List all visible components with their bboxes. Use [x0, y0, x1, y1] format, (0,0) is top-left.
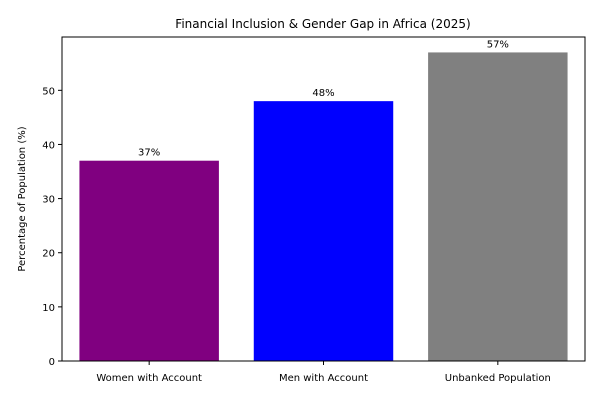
- bar-3: [428, 52, 568, 362]
- bar-value-label: 48%: [312, 88, 334, 99]
- y-axis-ticks: 0 10 20 30 40 50: [42, 86, 62, 368]
- y-tick-label: 10: [42, 303, 55, 314]
- bar-group: [79, 52, 568, 362]
- y-tick-label: 50: [42, 86, 55, 97]
- x-tick-label: Unbanked Population: [445, 373, 551, 384]
- y-tick-label: 0: [49, 357, 55, 368]
- y-tick-label: 20: [42, 249, 55, 260]
- plot-area-frame: [61, 36, 586, 362]
- chart-title: Financial Inclusion & Gender Gap in Afri…: [175, 17, 470, 31]
- bar-value-label: 37%: [138, 148, 160, 159]
- x-axis-ticks: Women with Account Men with Account Unbank…: [96, 361, 551, 384]
- bar-value-label: 57%: [487, 39, 509, 50]
- y-tick-label: 30: [42, 195, 55, 206]
- bar-1: [79, 160, 219, 361]
- data-label-group: 37% 48% 57%: [138, 39, 509, 158]
- x-tick-label: Men with Account: [279, 373, 368, 384]
- x-tick-label: Women with Account: [96, 373, 202, 384]
- y-axis-title: Percentage of Population (%): [17, 126, 28, 271]
- y-tick-label: 40: [42, 140, 55, 151]
- bar-2: [253, 101, 394, 361]
